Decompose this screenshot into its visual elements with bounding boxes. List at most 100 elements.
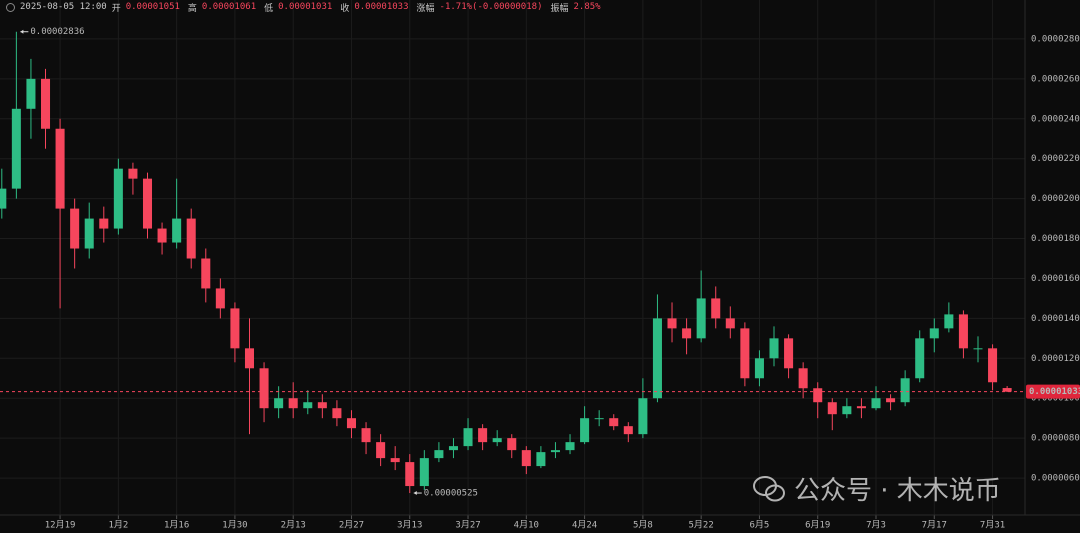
x-tick-label: 3月13 bbox=[397, 520, 422, 531]
candle-body bbox=[0, 188, 7, 209]
candle-body bbox=[886, 398, 896, 403]
x-tick-label: 7月31 bbox=[980, 520, 1005, 531]
y-tick-label: 0.00001800 bbox=[1031, 234, 1080, 244]
candle-body bbox=[303, 402, 313, 409]
header-label: 涨幅 bbox=[416, 3, 435, 14]
header-value: 0.00001033 bbox=[354, 2, 409, 12]
candle-body bbox=[784, 338, 794, 369]
candle-body bbox=[929, 328, 939, 339]
x-tick-label: 4月24 bbox=[572, 520, 597, 531]
candle-body bbox=[288, 398, 298, 409]
candle-body bbox=[580, 418, 590, 443]
candle-body bbox=[448, 446, 458, 451]
candle-body bbox=[70, 208, 80, 249]
candle-body bbox=[361, 428, 371, 443]
candle-body bbox=[813, 388, 823, 403]
x-tick-label: 7月3 bbox=[866, 520, 886, 531]
x-tick-label: 2月13 bbox=[281, 520, 306, 531]
watermark: 公众号 · 木木说币 bbox=[752, 470, 1001, 507]
candle-body bbox=[142, 178, 153, 229]
y-tick-label: 0.00002200 bbox=[1031, 154, 1080, 164]
x-tick-label: 1月16 bbox=[164, 520, 189, 531]
current-price-label: 0.00001033 bbox=[1029, 387, 1080, 397]
watermark-text: 公众号 · 木木说币 bbox=[794, 476, 1001, 506]
candle-body bbox=[1002, 388, 1012, 392]
candle-body bbox=[113, 168, 123, 229]
candle-body bbox=[973, 348, 983, 350]
header-value: 0.00001051 bbox=[125, 2, 180, 12]
candle-body bbox=[419, 458, 429, 487]
header-value: 2.85% bbox=[573, 2, 601, 12]
candle-body bbox=[55, 128, 65, 209]
candle-body bbox=[798, 368, 808, 389]
candle-body bbox=[638, 398, 648, 435]
candle-body bbox=[769, 338, 779, 359]
candle-body bbox=[565, 442, 575, 451]
header-label: 开 bbox=[111, 3, 121, 14]
y-tick-label: 0.00001400 bbox=[1031, 314, 1080, 324]
candle-body bbox=[536, 452, 546, 467]
y-tick-label: 0.00002000 bbox=[1031, 194, 1080, 204]
max-price-arrowhead bbox=[20, 29, 24, 34]
wechat-icon bbox=[753, 475, 785, 501]
candle-body bbox=[157, 228, 167, 243]
candle-body bbox=[871, 398, 881, 409]
min-price-arrowhead bbox=[413, 491, 417, 496]
x-tick-label: 5月22 bbox=[689, 520, 714, 531]
candle-body bbox=[594, 418, 604, 420]
candle-body bbox=[259, 368, 269, 409]
candle-body bbox=[900, 378, 910, 403]
candle-body bbox=[128, 168, 138, 179]
y-tick-label: 0.00002400 bbox=[1031, 114, 1080, 124]
candle-body bbox=[988, 348, 998, 383]
header-value: 0.00001031 bbox=[278, 2, 333, 12]
x-tick-label: 2月27 bbox=[339, 520, 364, 531]
candle-body bbox=[99, 218, 109, 229]
candle-body bbox=[827, 402, 837, 415]
header-label: 低 bbox=[264, 3, 274, 14]
x-tick-label: 3月27 bbox=[455, 520, 480, 531]
candle-body bbox=[550, 450, 560, 453]
candle-body bbox=[696, 298, 706, 339]
candle-body bbox=[521, 450, 531, 467]
x-tick-label: 6月19 bbox=[805, 520, 830, 531]
candle-body bbox=[609, 418, 619, 427]
y-tick-label: 0.00001200 bbox=[1031, 354, 1080, 364]
header-value: 0.00001061 bbox=[201, 2, 257, 12]
candle-body bbox=[711, 298, 721, 319]
min-price-label: 0.00000525 bbox=[424, 489, 478, 499]
candle-body bbox=[856, 406, 866, 409]
candle-body bbox=[434, 450, 444, 459]
y-tick-label: 0.00000800 bbox=[1031, 434, 1080, 444]
candle-body bbox=[230, 308, 240, 349]
candle-body bbox=[740, 328, 750, 379]
y-tick-label: 0.00002800 bbox=[1031, 34, 1080, 44]
collapse-icon[interactable] bbox=[6, 2, 15, 12]
candle-body bbox=[84, 218, 94, 249]
candle-body bbox=[405, 462, 415, 487]
candle-body bbox=[215, 288, 225, 309]
x-tick-label: 1月30 bbox=[222, 520, 247, 531]
x-tick-label: 5月8 bbox=[633, 520, 653, 531]
ohlc-header: 2025-08-05 12:00 开 0.00001051 高 0.00001061 低… bbox=[6, 1, 604, 14]
y-tick-label: 0.00001600 bbox=[1031, 274, 1080, 284]
x-tick-label: 6月5 bbox=[750, 520, 770, 531]
candle-body bbox=[463, 428, 473, 447]
y-tick-label: 0.00001000 bbox=[1031, 394, 1080, 404]
candle-body bbox=[478, 428, 488, 443]
candle-body bbox=[11, 108, 21, 189]
y-tick-label: 0.00002600 bbox=[1031, 74, 1080, 84]
candle-body bbox=[682, 328, 692, 339]
header-date: 2025-08-05 12:00 bbox=[20, 2, 107, 12]
candle-body bbox=[26, 78, 36, 109]
current-price-box bbox=[1026, 384, 1080, 399]
candle-body bbox=[40, 78, 51, 129]
max-price-label: 0.00002836 bbox=[30, 27, 84, 37]
candle-body bbox=[186, 218, 196, 259]
x-tick-label: 7月17 bbox=[922, 520, 947, 531]
header-label: 高 bbox=[187, 3, 197, 14]
candle-body bbox=[725, 318, 735, 329]
candle-body bbox=[390, 458, 400, 463]
